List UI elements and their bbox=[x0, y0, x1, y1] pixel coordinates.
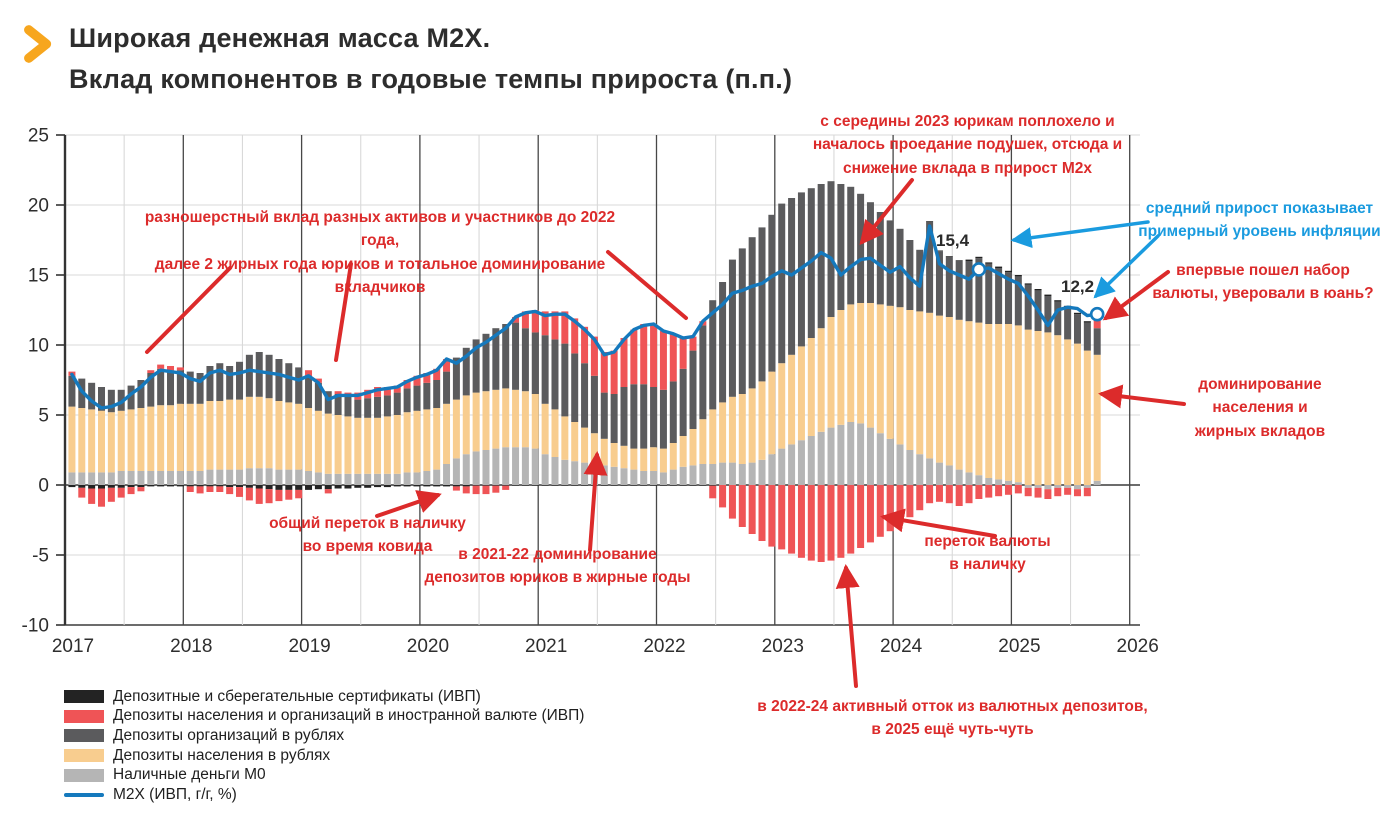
legend-swatch bbox=[64, 690, 104, 704]
legend-item-1: Депозиты населения и организаций в иност… bbox=[64, 707, 584, 727]
page-title: Широкая денежная масса М2Х. Вклад компон… bbox=[69, 23, 793, 94]
svg-text:-5: -5 bbox=[32, 546, 49, 567]
svg-text:2025: 2025 bbox=[998, 636, 1040, 657]
annotation-fx-outflow: в 2022-24 активный отток из валютных деп… bbox=[757, 698, 1148, 739]
svg-text:2019: 2019 bbox=[288, 636, 330, 657]
legend-label: М2Х (ИВП, г/г, %) bbox=[113, 785, 237, 803]
legend-swatch bbox=[64, 729, 104, 743]
legend-swatch bbox=[64, 709, 104, 723]
annotation-arrows bbox=[145, 178, 1186, 688]
svg-text:2026: 2026 bbox=[1117, 636, 1159, 657]
legend-label: Депозиты организаций в рублях bbox=[113, 726, 345, 744]
header: Широкая денежная масса М2Х. Вклад компон… bbox=[17, 18, 792, 99]
svg-text:20: 20 bbox=[28, 196, 49, 217]
svg-text:2022: 2022 bbox=[643, 636, 685, 657]
annotation-fx-to-cash: переток валюты в наличку bbox=[924, 533, 1051, 574]
legend-swatch bbox=[64, 768, 104, 782]
annotation-orgs-2023: с середины 2023 юрикам поплохело и начал… bbox=[812, 113, 1123, 177]
svg-text:2021: 2021 bbox=[525, 636, 567, 657]
legend: Депозитные и сберегательные сертификаты … bbox=[64, 687, 584, 805]
legend-swatch bbox=[64, 749, 104, 763]
svg-text:10: 10 bbox=[28, 336, 49, 357]
svg-text:2023: 2023 bbox=[762, 636, 804, 657]
svg-text:2024: 2024 bbox=[880, 636, 923, 657]
svg-text:5: 5 bbox=[38, 406, 49, 427]
legend-label: Депозитные и сберегательные сертификаты … bbox=[113, 687, 481, 705]
annotation-mixed-contributions: разношерстный вклад разных активов и уча… bbox=[144, 209, 616, 296]
legend-item-5: М2Х (ИВП, г/г, %) bbox=[64, 785, 584, 805]
legend-line-swatch bbox=[64, 792, 104, 797]
legend-label: Депозиты населения в рублях bbox=[113, 746, 331, 764]
annotation-inflation: средний прирост показывает примерный уро… bbox=[1138, 200, 1381, 241]
svg-text:0: 0 bbox=[38, 476, 49, 497]
legend-item-3: Депозиты населения в рублях bbox=[64, 746, 584, 766]
svg-text:2018: 2018 bbox=[170, 636, 212, 657]
svg-text:2017: 2017 bbox=[52, 636, 94, 657]
legend-label: Наличные деньги М0 bbox=[113, 766, 266, 784]
svg-text:-10: -10 bbox=[22, 616, 49, 637]
svg-text:2020: 2020 bbox=[407, 636, 449, 657]
legend-item-0: Депозитные и сберегательные сертификаты … bbox=[64, 687, 584, 707]
value-label-2025: 12,2 bbox=[1061, 277, 1095, 296]
legend-item-4: Наличные деньги М0 bbox=[64, 765, 584, 785]
svg-text:25: 25 bbox=[28, 126, 49, 147]
annotation-orgs-2021-22: в 2021-22 доминирование депозитов юриков… bbox=[424, 546, 691, 587]
annotation-covid-cash: общий переток в наличку во время ковида bbox=[269, 515, 466, 556]
annotation-domination: доминирование населения и жирных вкладов bbox=[1194, 376, 1326, 440]
legend-item-2: Депозиты организаций в рублях bbox=[64, 726, 584, 746]
svg-text:15: 15 bbox=[28, 266, 49, 287]
legend-label: Депозиты населения и организаций в иност… bbox=[113, 707, 585, 725]
chevron-icon bbox=[24, 25, 52, 63]
annotation-yuan: впервые пошел набор валюты, уверовали в … bbox=[1152, 262, 1374, 303]
value-label-2024: 15,4 bbox=[936, 231, 970, 250]
